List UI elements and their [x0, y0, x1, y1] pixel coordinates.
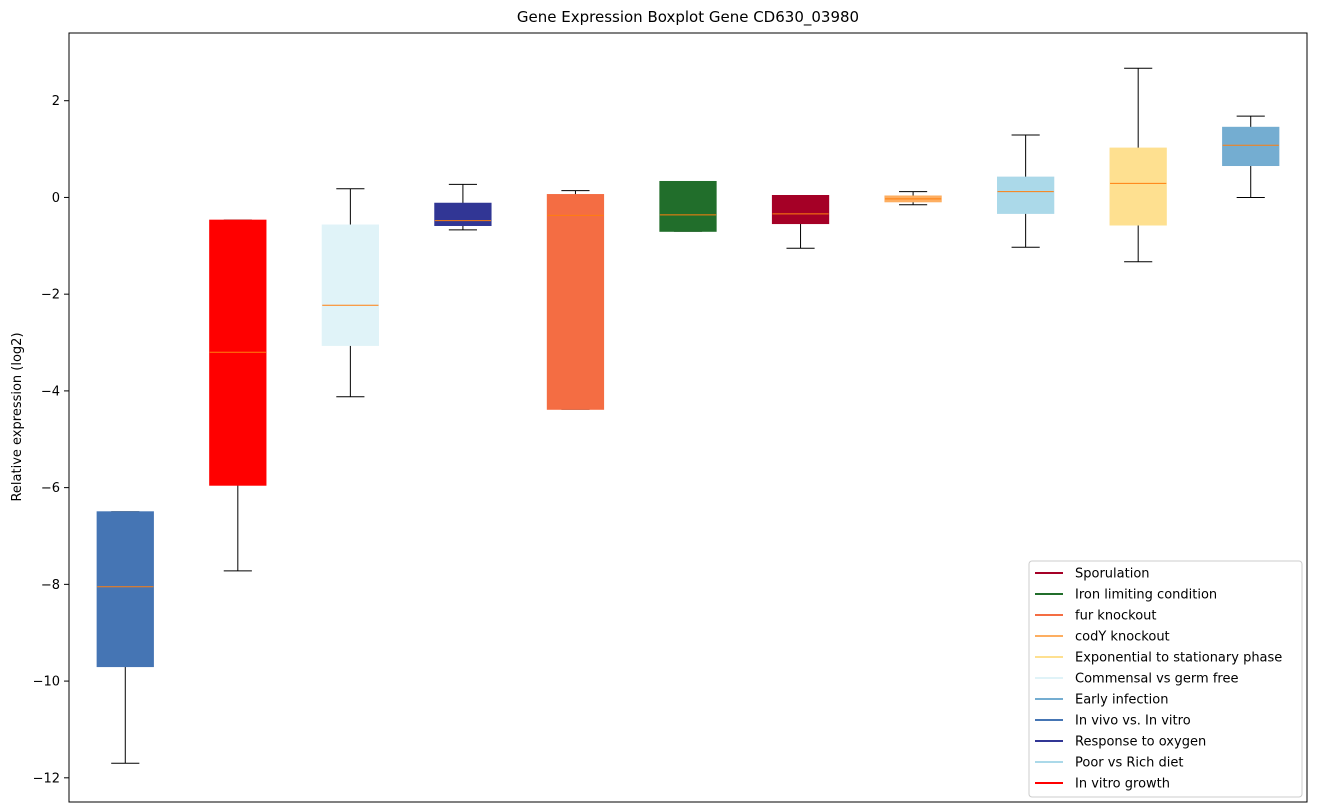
legend-label: Response to oxygen [1075, 735, 1206, 750]
legend-entry: fur knockout [1035, 609, 1157, 624]
legend-label: Poor vs Rich diet [1075, 756, 1183, 771]
box-body [771, 195, 830, 225]
box-7 [771, 195, 830, 249]
box-body [546, 194, 605, 410]
legend-entry: Iron limiting condition [1035, 588, 1217, 603]
legend-label: codY knockout [1075, 630, 1170, 645]
legend-entry: Early infection [1035, 693, 1168, 708]
box-body [1109, 147, 1167, 226]
box-body [659, 180, 717, 232]
y-tick-label: −4 [41, 384, 60, 399]
box-body [96, 511, 154, 668]
box-9 [997, 134, 1055, 248]
box-5 [546, 190, 605, 410]
legend-label: Exponential to stationary phase [1075, 651, 1282, 666]
plot-frame [68, 32, 1308, 803]
box-10 [1109, 67, 1167, 263]
box-8 [884, 191, 942, 206]
y-tick-label: −10 [33, 675, 60, 690]
legend-entry: Poor vs Rich diet [1035, 756, 1183, 771]
box-body [321, 224, 379, 346]
y-tick-label: 0 [52, 191, 60, 206]
box-4 [434, 183, 492, 231]
y-axis-label: Relative expression (log2) [10, 332, 25, 501]
box-1 [96, 511, 154, 764]
legend-label: Iron limiting condition [1075, 588, 1217, 603]
boxes-group [96, 67, 1280, 764]
legend-frame [1028, 560, 1303, 798]
chart-title: Gene Expression Boxplot Gene CD630_03980 [517, 8, 859, 27]
box-body [1222, 126, 1280, 167]
legend-label: fur knockout [1075, 609, 1157, 624]
box-3 [321, 188, 379, 398]
box-6 [659, 180, 717, 232]
box-body [434, 202, 492, 226]
y-tick-label: −8 [41, 578, 60, 593]
y-tick-label: −12 [33, 771, 60, 786]
y-tick-label: −6 [41, 481, 60, 496]
legend-label: Sporulation [1075, 567, 1150, 582]
legend-entry: In vitro growth [1035, 777, 1170, 792]
box-11 [1222, 115, 1280, 198]
legend-entry: Exponential to stationary phase [1035, 651, 1282, 666]
legend-entry: Commensal vs germ free [1035, 672, 1238, 687]
y-tick-label: −2 [41, 288, 60, 303]
legend-entry: codY knockout [1035, 630, 1170, 645]
legend: Sporulation Iron limiting condition fur kn… [1028, 560, 1303, 798]
legend-label: In vitro growth [1075, 777, 1170, 792]
legend-label: Early infection [1075, 693, 1168, 708]
legend-label: Commensal vs germ free [1075, 672, 1238, 687]
y-tick-label: 2 [52, 94, 60, 109]
box-2 [209, 219, 267, 572]
y-axis: −12 −10 −8 −6 −4 −2 0 2 [33, 94, 69, 786]
legend-label: In vivo vs. In vitro [1075, 714, 1191, 729]
legend-entry: Response to oxygen [1035, 735, 1206, 750]
legend-entry: Sporulation [1035, 567, 1150, 582]
box-body [997, 176, 1055, 214]
legend-entry: In vivo vs. In vitro [1035, 714, 1191, 729]
